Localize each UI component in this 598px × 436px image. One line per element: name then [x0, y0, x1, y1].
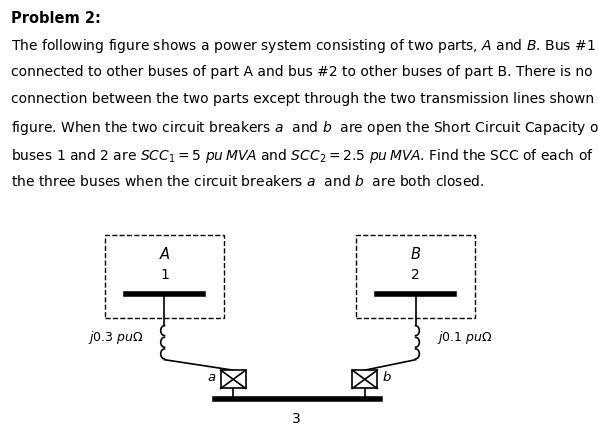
Text: 3: 3: [292, 412, 300, 426]
Text: $A$: $A$: [158, 246, 170, 262]
Text: 1: 1: [160, 268, 169, 282]
Text: the three buses when the circuit breakers $a$  and $b$  are both closed.: the three buses when the circuit breaker…: [11, 174, 484, 189]
Text: buses 1 and 2 are $SCC_1 = 5$ $pu\,MVA$ and $SCC_2 = 2.5$ $pu\,MVA$. Find the SC: buses 1 and 2 are $SCC_1 = 5$ $pu\,MVA$ …: [11, 147, 594, 165]
Text: figure. When the two circuit breakers $a$  and $b$  are open the Short Circuit C: figure. When the two circuit breakers $a…: [11, 119, 598, 137]
Text: $a$: $a$: [207, 371, 216, 384]
Text: The following figure shows a power system consisting of two parts, $A$ and $B$. : The following figure shows a power syste…: [11, 37, 598, 55]
Text: connection between the two parts except through the two transmission lines shown: connection between the two parts except …: [11, 92, 598, 106]
Text: $j0.3\ pu\Omega$: $j0.3\ pu\Omega$: [88, 330, 144, 346]
Text: $B$: $B$: [410, 246, 421, 262]
Text: $j0.1\ pu\Omega$: $j0.1\ pu\Omega$: [437, 330, 492, 346]
FancyBboxPatch shape: [352, 370, 377, 388]
Text: connected to other buses of part A and bus #2 to other buses of part B. There is: connected to other buses of part A and b…: [11, 65, 593, 78]
FancyBboxPatch shape: [221, 370, 246, 388]
Text: $b$: $b$: [382, 370, 392, 384]
Text: 2: 2: [411, 268, 420, 282]
Text: Problem 2:: Problem 2:: [11, 11, 100, 26]
